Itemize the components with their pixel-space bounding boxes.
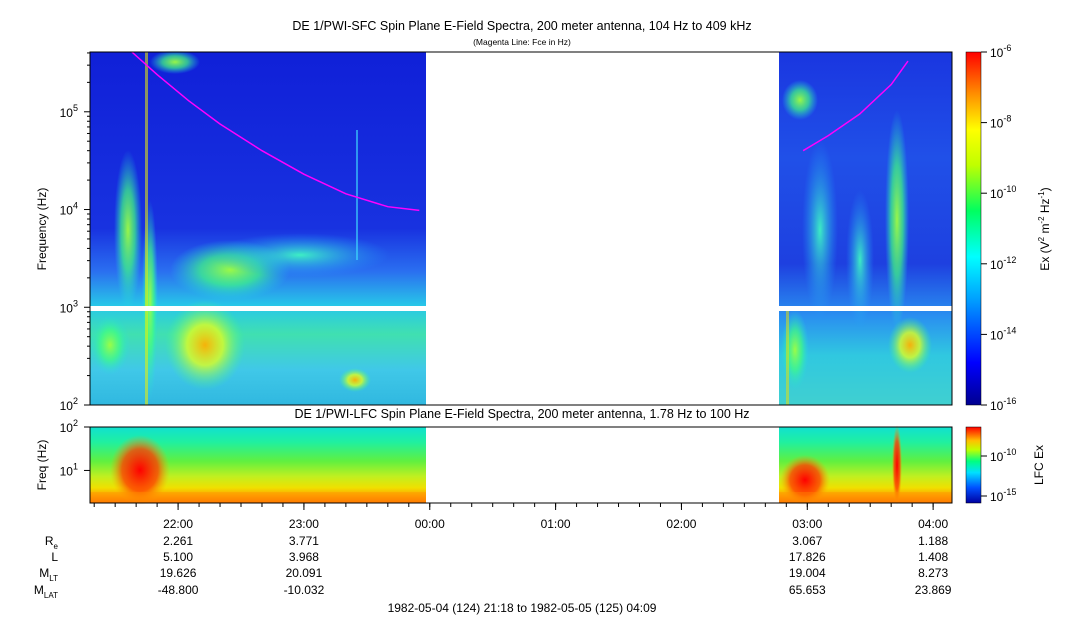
ephemeris-value: 2.261 <box>163 534 193 548</box>
ephemeris-value: 23.869 <box>915 583 952 597</box>
lfc-y-axis: 101 102 <box>60 418 90 478</box>
time-tick-label: 03:00 <box>792 517 822 531</box>
lfc-y-tick-label: 101 <box>60 461 78 478</box>
fce-line-left <box>131 51 420 212</box>
time-tick-label: 04:00 <box>918 517 948 531</box>
time-tick-label: 02:00 <box>666 517 696 531</box>
ephemeris-value: 3.771 <box>289 534 319 548</box>
time-tick-label: 22:00 <box>163 517 193 531</box>
ephemeris-value: -48.800 <box>158 583 199 597</box>
sfc-emission-features <box>90 50 932 405</box>
lfc-y-label: Freq (Hz) <box>35 440 49 491</box>
sfc-colorbar-tick-label: 10-12 <box>990 255 1016 272</box>
time-tick-label: 01:00 <box>541 517 571 531</box>
sfc-colorbar-tick-label: 10-8 <box>990 114 1011 131</box>
ephemeris-value: 5.100 <box>163 550 193 564</box>
lfc-colorbar <box>965 426 982 504</box>
time-range-footer: 1982-05-04 (124) 21:18 to 1982-05-05 (12… <box>388 601 657 615</box>
lfc-colorbar-tick-label: 10-10 <box>990 447 1016 464</box>
ephemeris-row-label: MLAT <box>34 583 58 600</box>
sfc-colorbar-tick-label: 10-14 <box>990 325 1016 342</box>
lfc-title: DE 1/PWI-LFC Spin Plane E-Field Spectra,… <box>294 407 749 421</box>
sfc-band-gap <box>90 306 952 311</box>
lfc-frame <box>89 426 953 504</box>
lfc-spectrogram <box>89 425 953 505</box>
sfc-y-axis: 102 103 104 105 <box>60 52 90 413</box>
lfc-y-tick-label: 102 <box>60 418 78 435</box>
sfc-frame <box>89 51 953 406</box>
sfc-colorbar-tick-label: 10-10 <box>990 184 1016 201</box>
sfc-y-label: Frequency (Hz) <box>35 188 49 271</box>
sfc-colorbar-label: Ex (V2 m-2 Hz-1) <box>1037 187 1052 270</box>
fce-line-right <box>802 60 909 152</box>
lfc-colorbar-tick-label: 10-15 <box>990 487 1016 504</box>
lfc-colorbar-label: LFC Ex <box>1032 445 1046 485</box>
ephemeris-value: 19.004 <box>789 566 826 580</box>
sfc-subtitle: (Magenta Line: Fce in Hz) <box>473 37 571 47</box>
sfc-y-tick-label: 104 <box>60 201 78 218</box>
time-tick-label: 00:00 <box>415 517 445 531</box>
sfc-spectrogram <box>89 50 953 406</box>
ephemeris-value: 3.067 <box>792 534 822 548</box>
ephemeris-value: 19.626 <box>160 566 197 580</box>
ephemeris-value: 17.826 <box>789 550 826 564</box>
sfc-colorbar-tick-label: 10-6 <box>990 43 1011 60</box>
sfc-y-tick-label: 105 <box>60 103 78 120</box>
sfc-colorbar-ticks: 10-6 10-8 10-10 10-12 10-14 10-16 <box>981 43 1016 413</box>
ephemeris-table: Re 2.261 3.771 3.067 1.188 L 5.100 3.968 17.826 1… <box>34 534 952 600</box>
ephemeris-row-label: MLT <box>39 566 58 583</box>
time-tick-label: 23:00 <box>289 517 319 531</box>
sfc-title: DE 1/PWI-SFC Spin Plane E-Field Spectra,… <box>292 19 751 33</box>
sfc-colorbar-tick-label: 10-16 <box>990 396 1016 413</box>
time-axis: 22:00 23:00 00:00 01:00 02:00 03:00 04:00 <box>93 503 948 531</box>
sfc-y-tick-label: 103 <box>60 298 78 315</box>
ephemeris-value: -10.032 <box>284 583 325 597</box>
ephemeris-row-label: L <box>51 550 58 564</box>
ephemeris-value: 1.188 <box>918 534 948 548</box>
ephemeris-value: 1.408 <box>918 550 948 564</box>
ephemeris-value: 3.968 <box>289 550 319 564</box>
sfc-y-tick-label: 102 <box>60 396 78 413</box>
ephemeris-row-label: Re <box>45 534 59 551</box>
ephemeris-value: 65.653 <box>789 583 826 597</box>
sfc-colorbar <box>965 51 982 406</box>
lfc-colorbar-ticks: 10-10 10-15 <box>981 447 1016 504</box>
ephemeris-value: 20.091 <box>286 566 323 580</box>
ephemeris-value: 8.273 <box>918 566 948 580</box>
lfc-emission-features <box>90 425 952 505</box>
